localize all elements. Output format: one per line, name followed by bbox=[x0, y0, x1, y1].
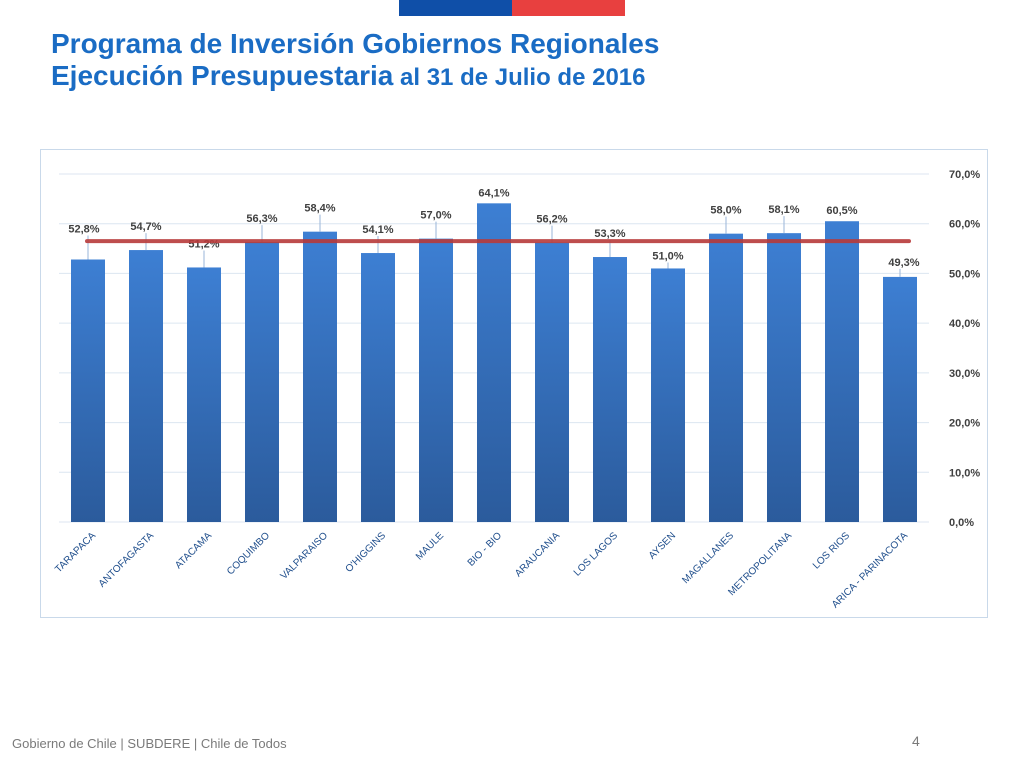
value-label: 58,1% bbox=[768, 204, 799, 216]
title-line-1: Programa de Inversión Gobiernos Regional… bbox=[51, 28, 660, 59]
value-label: 53,3% bbox=[594, 228, 625, 240]
bar bbox=[129, 250, 163, 522]
value-label: 64,1% bbox=[478, 187, 509, 199]
value-label: 57,0% bbox=[420, 210, 451, 222]
value-label: 56,3% bbox=[246, 213, 277, 225]
value-label: 56,2% bbox=[536, 214, 567, 226]
bar bbox=[651, 268, 685, 522]
flag-blue-stripe bbox=[399, 0, 512, 16]
x-tick-label: TARAPACA bbox=[53, 530, 98, 575]
x-tick-label: MAULE bbox=[414, 530, 446, 562]
bar bbox=[709, 233, 743, 522]
value-label: 49,3% bbox=[888, 257, 919, 269]
value-label: 52,8% bbox=[68, 224, 99, 236]
value-label: 54,1% bbox=[362, 224, 393, 236]
chart-container: 52,8% 54,7% 51,2% 56,3% 58,4% 54,1% 57,0% 64,1%… bbox=[40, 149, 988, 618]
x-tick-label: MAGALLANES bbox=[680, 530, 736, 586]
bar bbox=[767, 233, 801, 522]
x-tick-label: ANTOFAGASTA bbox=[97, 530, 157, 590]
bar-chart: 52,8% 54,7%51,2%56,3%58,4%54,1%57,0%64,1%… bbox=[53, 169, 980, 611]
y-tick-label: 40,0% bbox=[949, 318, 980, 330]
x-tick-label: AYSEN bbox=[647, 530, 678, 561]
y-tick-label: 10,0% bbox=[949, 467, 980, 479]
page-title: Programa de Inversión Gobiernos Regional… bbox=[51, 28, 659, 97]
bar bbox=[593, 257, 627, 522]
bar bbox=[71, 259, 105, 522]
bar bbox=[535, 242, 569, 522]
x-tick-label: ATACAMA bbox=[173, 530, 214, 571]
flag-red-stripe bbox=[512, 0, 625, 16]
title-line-2-rest: al 31 de Julio de 2016 bbox=[393, 64, 646, 91]
title-line-2-bold: Ejecución Presupuestaria bbox=[51, 60, 394, 91]
value-label: 58,0% bbox=[710, 205, 741, 217]
value-label: 60,5% bbox=[826, 205, 857, 217]
x-tick-label: LOS LAGOS bbox=[572, 530, 620, 578]
bar bbox=[419, 238, 453, 522]
y-tick-label: 60,0% bbox=[949, 219, 980, 231]
value-label: 54,7% bbox=[130, 221, 161, 233]
bar bbox=[825, 221, 859, 522]
x-tick-label: COQUIMBO bbox=[225, 530, 272, 577]
page-number: 4 bbox=[912, 733, 920, 749]
x-tick-label: O'HIGGINS bbox=[344, 530, 389, 575]
x-tick-label: METROPOLITANA bbox=[726, 530, 794, 598]
y-tick-label: 20,0% bbox=[949, 418, 980, 430]
bar bbox=[187, 267, 221, 522]
bar bbox=[477, 203, 511, 522]
x-tick-label: LOS RIOS bbox=[811, 530, 852, 571]
footer-text: Gobierno de Chile | SUBDERE | Chile de T… bbox=[12, 736, 287, 751]
y-tick-label: 0,0% bbox=[949, 517, 974, 529]
y-tick-label: 50,0% bbox=[949, 268, 980, 280]
x-tick-label: BIO - BIO bbox=[466, 530, 505, 569]
y-tick-label: 30,0% bbox=[949, 368, 980, 380]
value-label: 58,4% bbox=[304, 203, 335, 215]
y-tick-label: 70,0% bbox=[949, 169, 980, 181]
bar bbox=[303, 231, 337, 522]
x-tick-label: VALPARAISO bbox=[279, 530, 331, 582]
bar bbox=[883, 276, 917, 522]
value-label: 51,0% bbox=[652, 250, 683, 262]
bar bbox=[245, 242, 279, 522]
x-tick-label: ARAUCANIA bbox=[513, 530, 562, 579]
bar bbox=[361, 253, 395, 522]
